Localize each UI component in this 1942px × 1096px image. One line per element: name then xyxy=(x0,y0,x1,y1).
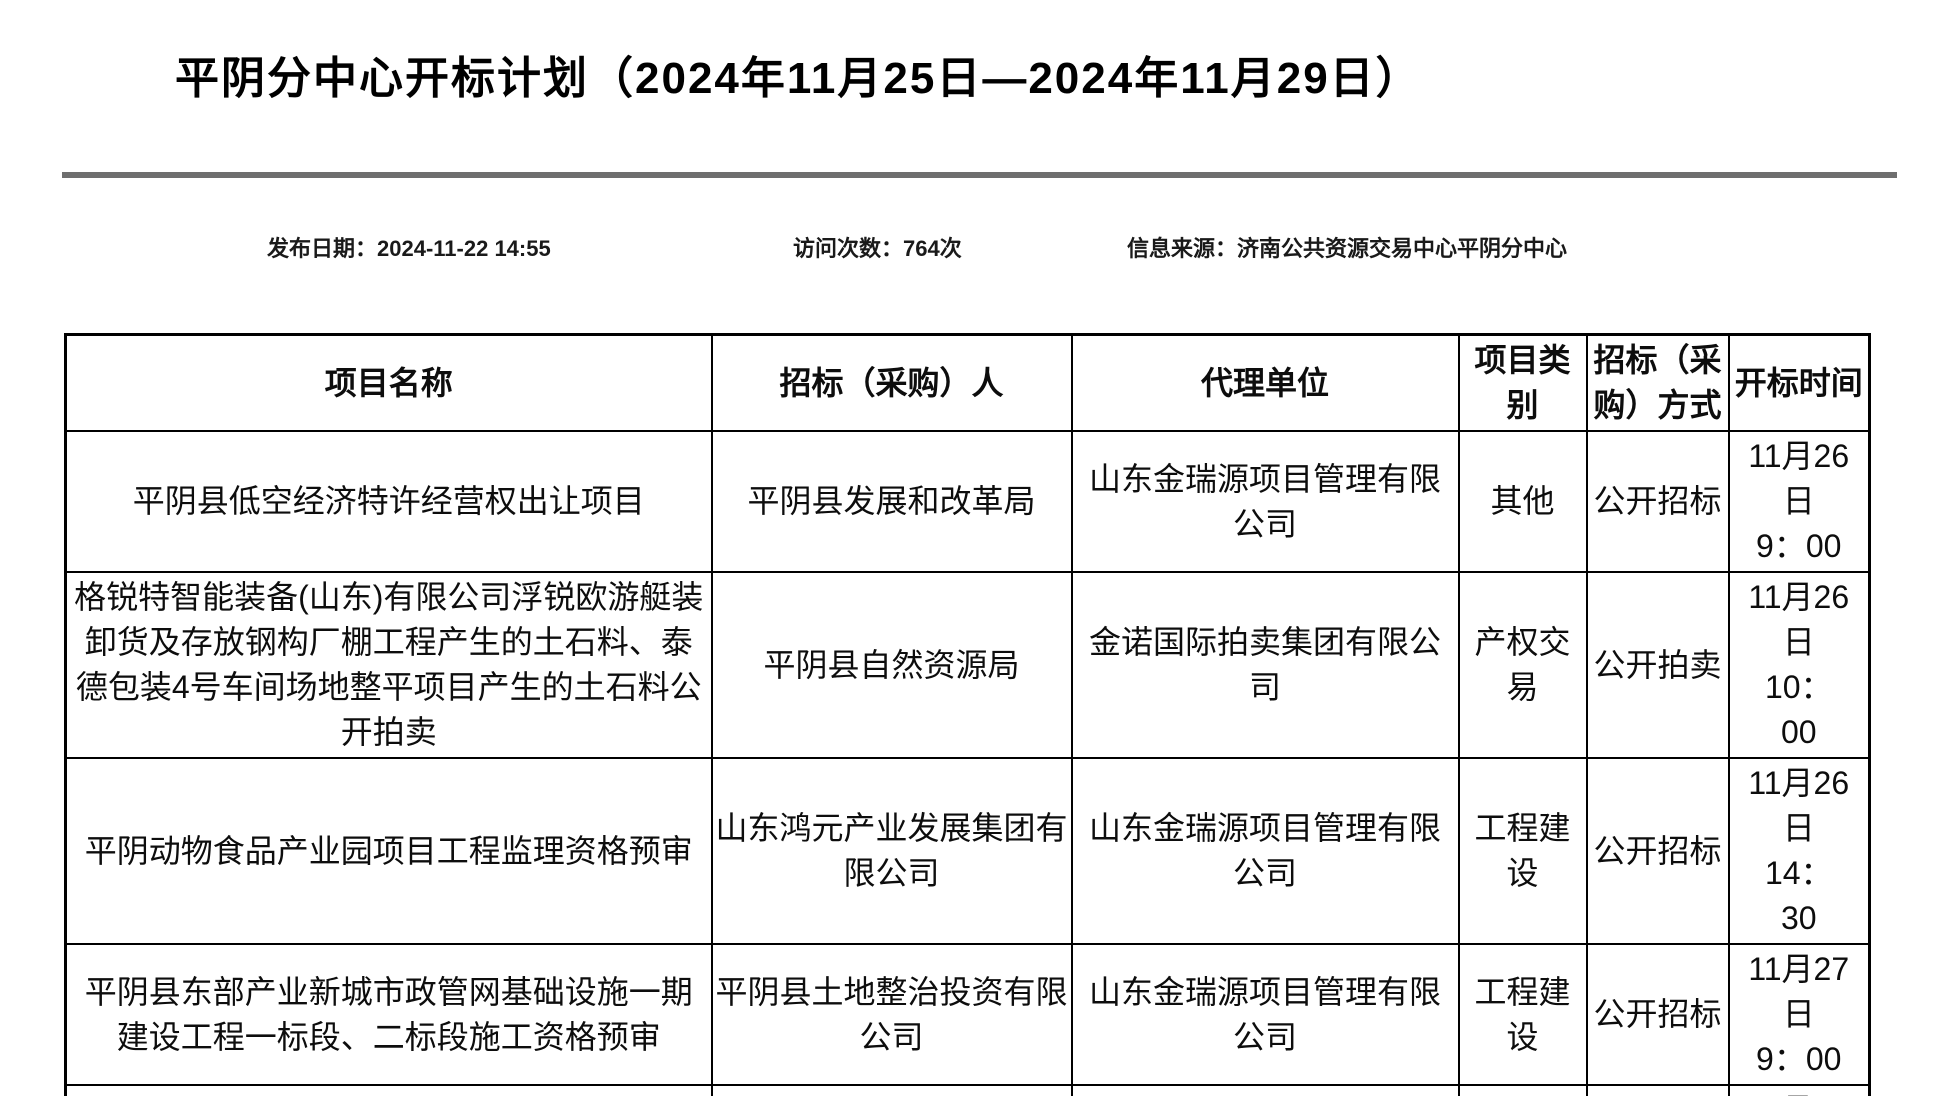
cell-category: 其他 xyxy=(1457,430,1588,573)
cell-project-name: 平阴县东部产业新城市政管网基础设施一期建设工程一标段、二标段监理资格预审 xyxy=(64,1084,713,1096)
cell-tenderer: 平阴县自然资源局 xyxy=(710,571,1073,759)
info-source-value: 济南公共资源交易中心平阴分中心 xyxy=(1237,236,1568,261)
table-row: 格锐特智能装备(山东)有限公司浮锐欧游艇装卸货及存放钢构厂棚工程产生的土石料、泰… xyxy=(64,571,1871,759)
cell-project-name: 格锐特智能装备(山东)有限公司浮锐欧游艇装卸货及存放钢构厂棚工程产生的土石料、泰… xyxy=(64,571,713,759)
cell-open-time: 11月27日 9：30 xyxy=(1727,1084,1871,1096)
table-header-row: 项目名称 招标（采购）人 代理单位 项目类 别 招标（采 购）方式 开标时间 xyxy=(64,333,1871,432)
cell-open-time: 11月26日 10： 00 xyxy=(1727,571,1871,759)
cell-project-name: 平阴县低空经济特许经营权出让项目 xyxy=(64,430,713,573)
cell-tenderer: 平阴县土地整治投资有限公司 xyxy=(710,1084,1073,1096)
cell-tenderer: 山东鸿元产业发展集团有限公司 xyxy=(710,757,1073,945)
col-header-category: 项目类 别 xyxy=(1457,333,1588,432)
visit-count-value: 764次 xyxy=(903,236,962,261)
bid-schedule-table: 项目名称 招标（采购）人 代理单位 项目类 别 招标（采 购）方式 开标时间 平… xyxy=(64,333,1871,1096)
cell-open-time: 11月26日 14： 30 xyxy=(1727,757,1871,945)
cell-open-time: 11月26日 9：00 xyxy=(1727,430,1871,573)
cell-project-name: 平阴动物食品产业园项目工程监理资格预审 xyxy=(64,757,713,945)
visit-count-label: 访问次数： xyxy=(793,236,904,261)
publish-date-label: 发布日期： xyxy=(267,236,378,261)
info-source: 信息来源：济南公共资源交易中心平阴分中心 xyxy=(1127,231,1567,263)
table-row: 平阴县东部产业新城市政管网基础设施一期建设工程一标段、二标段施工资格预审 平阴县… xyxy=(64,943,1871,1086)
cell-category: 工程建 设 xyxy=(1457,1084,1588,1096)
table-row: 平阴县低空经济特许经营权出让项目 平阴县发展和改革局 山东金瑞源项目管理有限公司… xyxy=(64,430,1871,573)
cell-method: 公开招标 xyxy=(1585,1084,1730,1096)
cell-agent: 金诺国际拍卖集团有限公司 xyxy=(1070,571,1460,759)
col-header-method: 招标（采 购）方式 xyxy=(1585,333,1730,432)
cell-agent: 山东金瑞源项目管理有限公司 xyxy=(1070,1084,1460,1096)
cell-open-time: 11月27日 9：00 xyxy=(1727,943,1871,1086)
cell-tenderer: 平阴县土地整治投资有限公司 xyxy=(710,943,1073,1086)
cell-tenderer: 平阴县发展和改革局 xyxy=(710,430,1073,573)
cell-method: 公开招标 xyxy=(1585,943,1730,1086)
col-header-open-time: 开标时间 xyxy=(1727,333,1871,432)
cell-method: 公开招标 xyxy=(1585,757,1730,945)
title-divider xyxy=(62,172,1897,178)
cell-project-name: 平阴县东部产业新城市政管网基础设施一期建设工程一标段、二标段施工资格预审 xyxy=(64,943,713,1086)
page-title: 平阴分中心开标计划（2024年11月25日—2024年11月29日） xyxy=(175,54,1422,103)
cell-method: 公开招标 xyxy=(1585,430,1730,573)
cell-agent: 山东金瑞源项目管理有限公司 xyxy=(1070,430,1460,573)
cell-method: 公开拍卖 xyxy=(1585,571,1730,759)
publish-date: 发布日期：2024-11-22 14:55 xyxy=(267,231,551,263)
col-header-tenderer: 招标（采购）人 xyxy=(710,333,1073,432)
info-source-label: 信息来源： xyxy=(1127,236,1238,261)
visit-count: 访问次数：764次 xyxy=(793,231,962,263)
cell-agent: 山东金瑞源项目管理有限公司 xyxy=(1070,757,1460,945)
col-header-project-name: 项目名称 xyxy=(64,333,713,432)
cell-category: 产权交 易 xyxy=(1457,571,1588,759)
col-header-agent: 代理单位 xyxy=(1070,333,1460,432)
table-row: 平阴县东部产业新城市政管网基础设施一期建设工程一标段、二标段监理资格预审 平阴县… xyxy=(64,1084,1871,1096)
cell-agent: 山东金瑞源项目管理有限公司 xyxy=(1070,943,1460,1086)
table-row: 平阴动物食品产业园项目工程监理资格预审 山东鸿元产业发展集团有限公司 山东金瑞源… xyxy=(64,757,1871,945)
publish-date-value: 2024-11-22 14:55 xyxy=(377,236,551,261)
cell-category: 工程建 设 xyxy=(1457,943,1588,1086)
cell-category: 工程建 设 xyxy=(1457,757,1588,945)
